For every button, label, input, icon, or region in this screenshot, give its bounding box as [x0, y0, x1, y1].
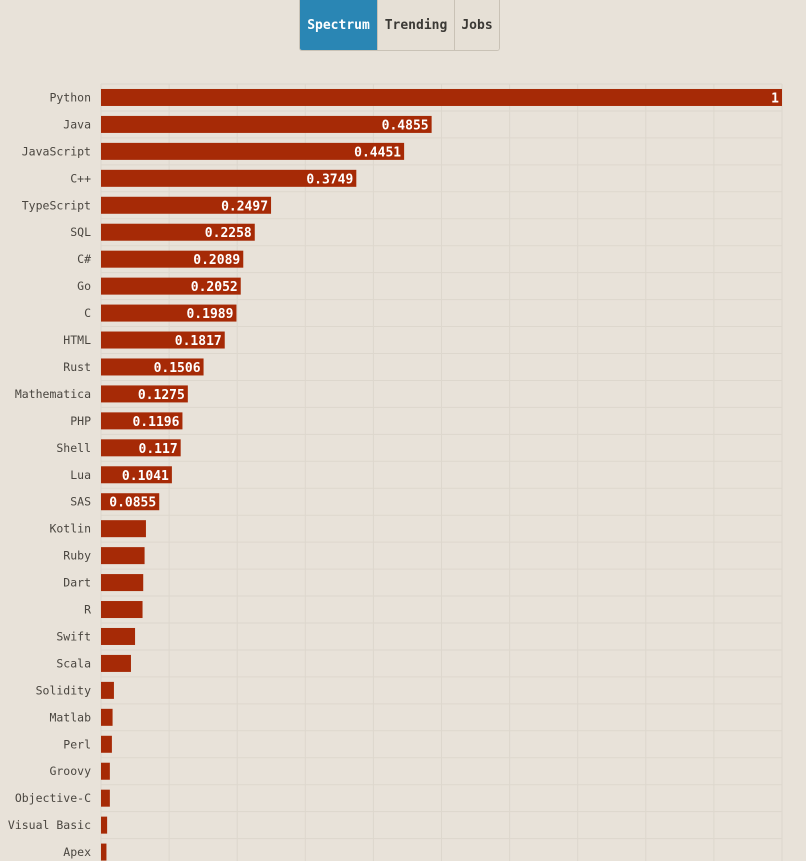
value-label: 0.1506: [154, 361, 201, 376]
category-label: Scala: [56, 656, 91, 670]
category-label: Java: [63, 117, 91, 131]
value-label: 0.4451: [354, 145, 401, 160]
category-label: Visual Basic: [8, 818, 91, 832]
bar-kotlin[interactable]: [101, 520, 146, 538]
value-label: 0.2497: [221, 199, 268, 214]
value-label: 0.1817: [175, 334, 222, 349]
value-label: 0.2052: [191, 280, 238, 295]
category-label: Mathematica: [15, 387, 91, 401]
category-label: Solidity: [36, 683, 91, 697]
bar-layer: [101, 88, 782, 861]
category-label: SAS: [70, 495, 91, 509]
value-label: 0.4855: [382, 118, 429, 133]
bar-mathematica[interactable]: [101, 385, 188, 403]
category-label: Objective-C: [15, 791, 91, 805]
tab-spectrum[interactable]: Spectrum: [300, 0, 377, 50]
category-label: JavaScript: [22, 144, 91, 158]
category-label: R: [84, 603, 91, 617]
bar-html[interactable]: [101, 331, 225, 349]
view-tabs: Spectrum Trending Jobs: [299, 0, 500, 51]
category-label: Matlab: [49, 710, 91, 724]
tab-trending[interactable]: Trending: [377, 0, 454, 50]
category-label: Lua: [70, 468, 91, 482]
bar-rust[interactable]: [101, 358, 204, 376]
category-label: TypeScript: [22, 198, 91, 212]
bar-r[interactable]: [101, 601, 143, 619]
category-label: Perl: [63, 737, 91, 751]
bar-java[interactable]: [101, 115, 432, 133]
category-label: Dart: [63, 576, 91, 590]
bar-php[interactable]: [101, 412, 183, 430]
value-label: 1: [771, 91, 779, 106]
category-label: SQL: [70, 225, 91, 239]
bar-c[interactable]: [101, 304, 237, 322]
bar-groovy[interactable]: [101, 762, 110, 780]
category-label: PHP: [70, 414, 91, 428]
category-label: C: [84, 306, 91, 320]
bar-sql[interactable]: [101, 223, 255, 241]
value-label: 0.3749: [306, 172, 353, 187]
category-label: Go: [77, 279, 91, 293]
category-label: Apex: [63, 845, 91, 859]
category-label: Groovy: [49, 764, 91, 778]
value-label: 0.1196: [132, 415, 179, 430]
bar-sas[interactable]: [101, 493, 160, 511]
bar-perl[interactable]: [101, 735, 112, 753]
label-layer: Python 1 Java 0.4855 JavaScript 0.4451 C++ 0.37…: [8, 90, 779, 859]
bar-dart[interactable]: [101, 574, 144, 592]
category-label: Ruby: [63, 549, 91, 563]
category-label: Python: [49, 90, 91, 104]
value-label: 0.1041: [122, 469, 169, 484]
value-label: 0.2089: [193, 253, 240, 268]
category-label: C#: [77, 252, 91, 266]
bar-c-[interactable]: [101, 250, 244, 268]
value-label: 0.1989: [186, 307, 233, 322]
tab-jobs[interactable]: Jobs: [454, 0, 499, 50]
bar-solidity[interactable]: [101, 681, 114, 699]
value-label: 0.117: [139, 442, 178, 457]
bar-objective-c[interactable]: [101, 789, 110, 807]
bar-typescript[interactable]: [101, 196, 272, 214]
bar-javascript[interactable]: [101, 142, 405, 160]
category-label: Kotlin: [49, 522, 91, 536]
bar-shell[interactable]: [101, 439, 181, 457]
bar-matlab[interactable]: [101, 708, 113, 726]
bar-ruby[interactable]: [101, 547, 145, 565]
value-label: 0.1275: [138, 388, 185, 403]
bar-c-[interactable]: [101, 169, 357, 187]
category-label: Swift: [56, 629, 91, 643]
grid-layer: [100, 83, 783, 861]
value-label: 0.0855: [109, 496, 156, 511]
category-label: Rust: [63, 360, 91, 374]
category-label: C++: [70, 171, 91, 185]
bar-visual-basic[interactable]: [101, 816, 108, 834]
bar-go[interactable]: [101, 277, 241, 295]
bar-lua[interactable]: [101, 466, 172, 484]
bar-swift[interactable]: [101, 627, 136, 645]
value-label: 0.2258: [205, 226, 252, 241]
bar-apex[interactable]: [101, 843, 107, 861]
bar-scala[interactable]: [101, 654, 131, 672]
category-label: Shell: [56, 441, 91, 455]
category-label: HTML: [63, 333, 91, 347]
bar-python[interactable]: [101, 88, 782, 106]
